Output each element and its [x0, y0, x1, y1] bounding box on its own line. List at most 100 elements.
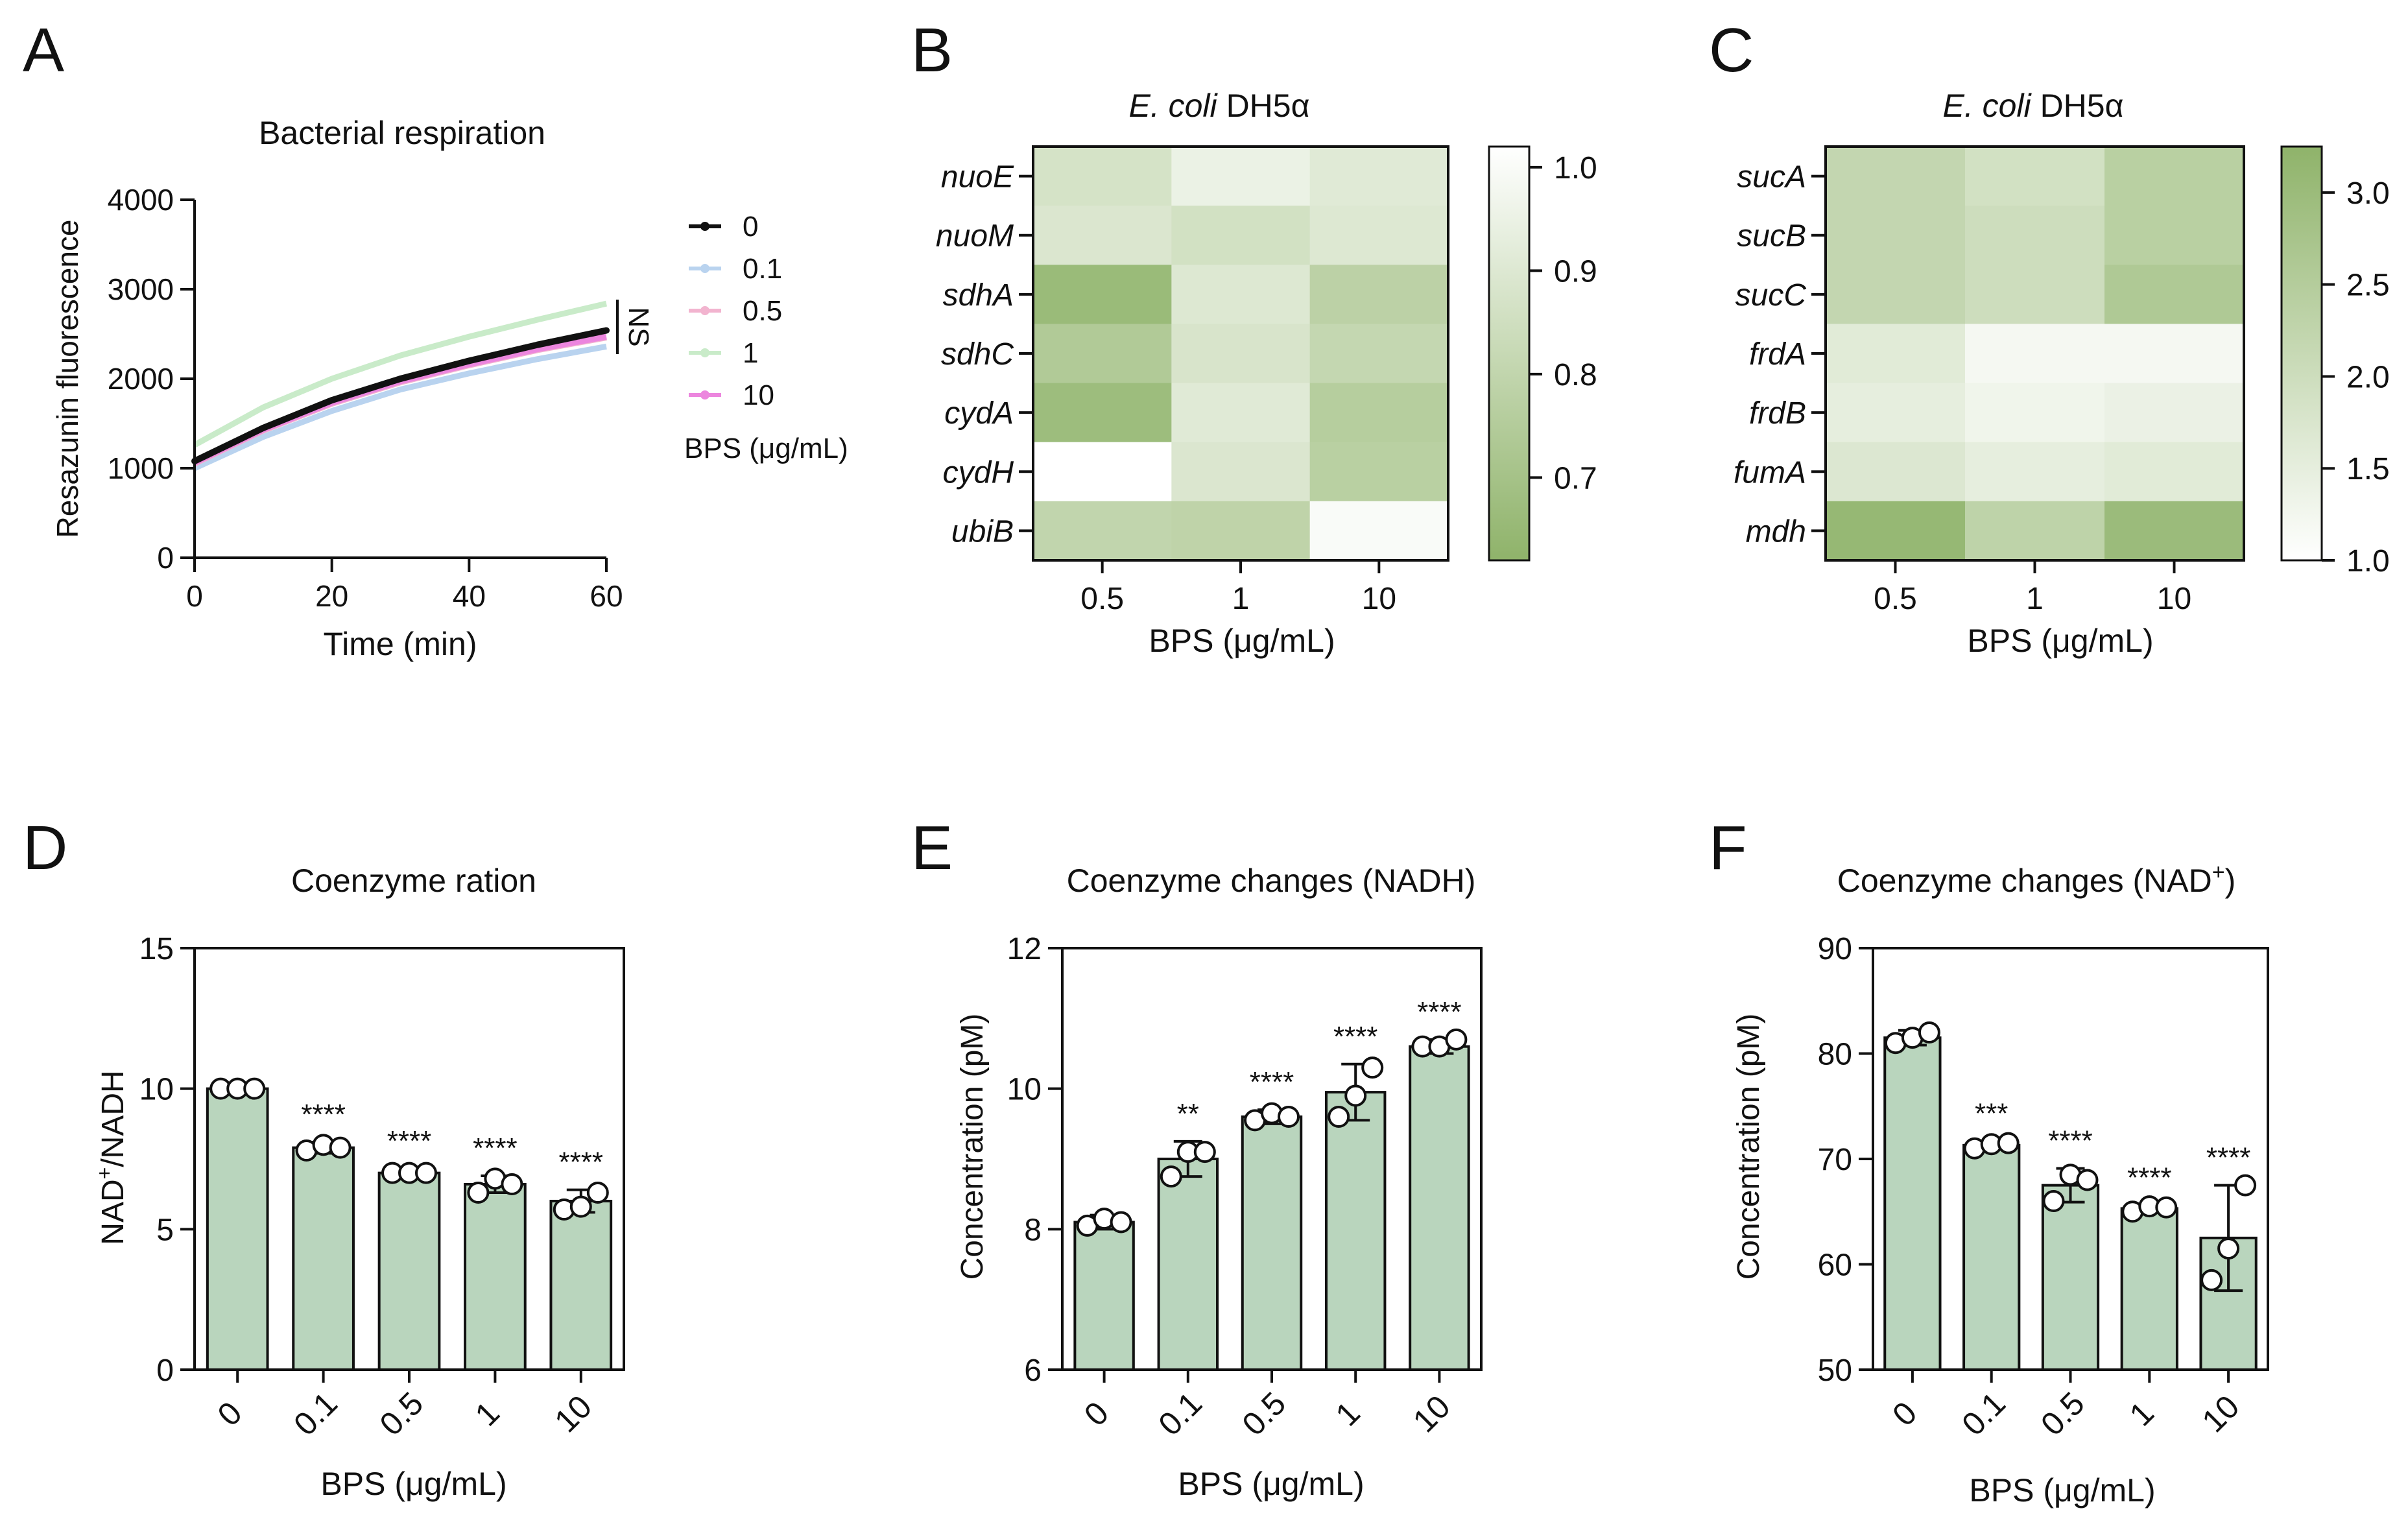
- y-tick-label: 5: [156, 1213, 174, 1247]
- bar-1: [464, 1183, 527, 1371]
- data-point: [1997, 1132, 2020, 1154]
- category-label-0.1: 0.1: [1151, 1385, 1209, 1443]
- legend-label: 0.5: [743, 295, 782, 327]
- dose-label: 10: [2157, 582, 2191, 616]
- heatmap-cell: [1171, 147, 1311, 206]
- bar-0.5: [1241, 1115, 1303, 1371]
- legend: 0 0.1 0.5 1 10: [689, 211, 782, 411]
- y-tick-label: 50: [1818, 1353, 1852, 1388]
- category-label-10: 10: [547, 1389, 599, 1440]
- legend-marker: [700, 348, 709, 357]
- colorbar-tick-label: 2.0: [2346, 360, 2390, 394]
- category-label-1: 1: [468, 1394, 507, 1433]
- legend-marker: [700, 264, 709, 273]
- series-marker: [246, 431, 253, 438]
- x-tick-label: 40: [453, 579, 486, 613]
- legend-marker: [700, 222, 709, 231]
- data-point: [2217, 1237, 2240, 1260]
- series-marker: [219, 444, 226, 451]
- heatmap-cell: [2104, 265, 2245, 324]
- significance-stars: ****: [301, 1099, 346, 1130]
- ns-annotation: NS: [623, 307, 654, 346]
- heatmap-b-x-label: BPS (μg/mL): [1149, 623, 1335, 659]
- heatmap-cell: [1309, 324, 1449, 384]
- bar-1: [2120, 1207, 2178, 1371]
- heatmap-cell: [1826, 147, 1966, 206]
- heatmap-cell: [1965, 206, 2105, 265]
- data-point: [243, 1077, 266, 1100]
- series-marker: [521, 344, 527, 352]
- heatmap-cell: [1309, 206, 1449, 265]
- bar-1: [1324, 1091, 1387, 1372]
- data-point: [2234, 1174, 2257, 1197]
- significance-stars: ****: [1417, 996, 1462, 1028]
- series-marker: [479, 354, 486, 361]
- gene-label-cydH: cydH: [943, 455, 1014, 490]
- series-marker: [370, 384, 377, 391]
- series-marker: [438, 364, 445, 372]
- series-marker: [603, 327, 610, 334]
- colorbar-tick-label: 1.0: [2346, 544, 2390, 578]
- heatmap-cell: [1033, 206, 1172, 265]
- bar-0.5: [2041, 1184, 2100, 1371]
- series-marker: [356, 388, 363, 395]
- panel-label-b: B: [911, 16, 953, 85]
- heatmap-cell: [1309, 147, 1449, 206]
- heatmap-cell: [1965, 147, 2105, 206]
- category-label-10: 10: [2195, 1389, 2247, 1440]
- significance-stars: ****: [1333, 1021, 1378, 1053]
- y-tick-label: 0: [157, 541, 174, 575]
- panel-label-e: E: [911, 813, 953, 883]
- series-marker: [287, 413, 294, 420]
- panel-b-heatmap: E. coli DH5α nuoE nuoM sdhA sdhC cydA cydH ubi…: [936, 88, 1597, 659]
- category-label-0: 0: [1885, 1394, 1924, 1433]
- heatmap-cell: [1033, 324, 1172, 384]
- series-marker: [232, 438, 239, 445]
- significance-stars: ****: [473, 1132, 518, 1164]
- heatmap-cell: [1826, 265, 1966, 324]
- colorbar-tick-label: 0.7: [1554, 461, 1597, 495]
- x-tick-label: 60: [590, 579, 623, 613]
- y-tick-label: 10: [1007, 1073, 1042, 1107]
- significance-stars: ****: [387, 1125, 432, 1157]
- y-tick-label: 15: [139, 932, 174, 966]
- colorbar-tick-label: 1.0: [1554, 151, 1597, 185]
- panel-f-bar-chart: Coenzyme changes (NAD+) 50 60 70 80 90 0 *** 0.…: [1732, 860, 2269, 1508]
- bar-0.1: [1157, 1158, 1219, 1371]
- heatmap-cell: [1965, 442, 2105, 502]
- gene-label-fumA: fumA: [1734, 455, 1806, 490]
- chart-a-x-label: Time (min): [323, 626, 477, 662]
- x-tick-label: 0: [186, 579, 203, 613]
- bar-10: [549, 1200, 613, 1371]
- heatmap-cell: [1826, 501, 1966, 561]
- dose-label: 0.5: [1080, 582, 1124, 616]
- heatmap-cell: [1965, 324, 2105, 384]
- data-point: [329, 1136, 352, 1159]
- category-label-10: 10: [1406, 1389, 1457, 1440]
- series-marker: [397, 376, 404, 382]
- bar-0.1: [292, 1146, 355, 1371]
- heatmap-cell: [2104, 206, 2245, 265]
- x-tick-label: 20: [315, 579, 348, 613]
- data-point: [1193, 1141, 1216, 1163]
- colorbar-tick-label: 0.8: [1554, 358, 1597, 392]
- heatmap-cell: [2104, 442, 2245, 502]
- chart-f-x-label: BPS (μg/mL): [1969, 1472, 2155, 1508]
- colorbar-tick-label: 3.0: [2346, 176, 2390, 211]
- colorbar-b: [1488, 145, 1531, 562]
- heatmap-cell: [1826, 442, 1966, 502]
- gene-label-frdB: frdB: [1749, 396, 1806, 431]
- chart-d-title: Coenzyme ration: [291, 863, 536, 899]
- gene-label-ubiB: ubiB: [951, 514, 1014, 549]
- panel-label-c: C: [1709, 16, 1754, 85]
- data-point: [1110, 1211, 1132, 1234]
- panel-label-f: F: [1709, 813, 1747, 883]
- panel-e-bar-chart: Coenzyme changes (NADH) 6 8 10 12 0 ** 0.1 ****…: [955, 863, 1483, 1502]
- category-label-0.5: 0.5: [373, 1385, 431, 1443]
- heatmap-cell: [1171, 206, 1311, 265]
- data-point: [1445, 1028, 1468, 1051]
- dose-label: 10: [1362, 582, 1396, 616]
- significance-stars: ****: [1250, 1066, 1294, 1098]
- heatmap-cell: [1309, 501, 1449, 561]
- data-point: [501, 1173, 523, 1195]
